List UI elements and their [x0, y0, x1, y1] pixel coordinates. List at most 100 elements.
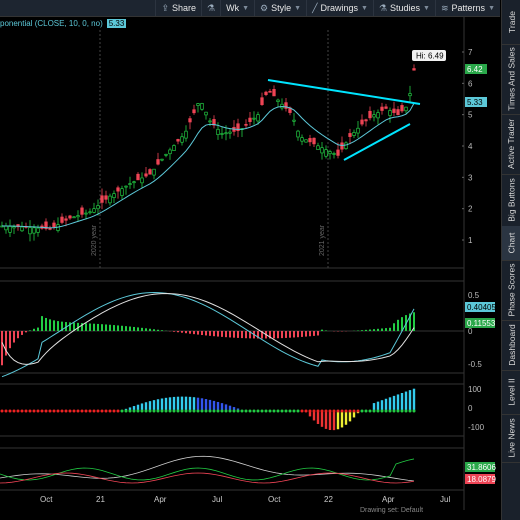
tab-dashboard[interactable]: Dashboard	[502, 320, 520, 371]
candle-body	[108, 195, 112, 204]
timeframe-button[interactable]: Wk ▼	[220, 0, 254, 16]
macd-hist-bar	[225, 331, 227, 338]
macd-hist-bar	[365, 329, 367, 331]
macd-hist-bar	[293, 331, 295, 338]
candle-body	[268, 90, 272, 93]
osc-bar	[396, 394, 400, 411]
price-ytick: 6	[468, 79, 473, 88]
osc-dot	[376, 409, 380, 413]
flask-icon: ⚗	[207, 2, 216, 13]
oscillator-histogram	[120, 388, 416, 431]
osc-dot	[168, 409, 172, 413]
macd-hist-bar	[77, 322, 79, 331]
osc-dot	[48, 409, 52, 413]
osc-bar	[184, 396, 188, 411]
osc-dot	[104, 409, 108, 413]
tab-chart[interactable]: Chart	[502, 226, 520, 261]
indicator-badge-red: 18.0879	[465, 474, 496, 484]
osc-dot	[76, 409, 80, 413]
macd-hist-bar	[181, 331, 183, 333]
macd-hist-bar	[393, 323, 395, 331]
candles	[0, 64, 416, 242]
candle-body	[196, 103, 200, 106]
trendline-upper[interactable]	[267, 79, 421, 105]
macd-hist-bar	[321, 329, 323, 331]
osc-bar	[180, 396, 184, 411]
tab-live-news[interactable]: Live News	[502, 414, 520, 463]
osc-bar	[136, 404, 140, 411]
osc-dot	[40, 409, 44, 413]
macd-hist-bar	[197, 331, 199, 335]
macd-hist-bar	[21, 331, 23, 335]
macd-signal-badge: 0.11553	[465, 318, 496, 328]
flask-button[interactable]: ⚗	[201, 0, 220, 16]
osc-dot	[152, 409, 156, 413]
osc-dot	[92, 409, 96, 413]
style-button[interactable]: ⚙ Style ▼	[254, 0, 306, 16]
osc-bar	[212, 400, 216, 411]
candle-body	[144, 173, 148, 177]
osc-dot	[0, 409, 4, 413]
osc-bar	[400, 393, 404, 411]
studies-label: Studies	[390, 3, 421, 13]
osc-dot	[232, 409, 236, 413]
osc-dot	[384, 409, 388, 413]
tab-big-buttons[interactable]: Big Buttons	[502, 174, 520, 227]
candle-body	[368, 110, 372, 119]
candle-body	[120, 188, 124, 196]
tab-active-trader[interactable]: Active Trader	[502, 114, 520, 175]
chevron-down-icon: ▼	[423, 4, 430, 12]
macd-hist-bar	[237, 331, 239, 338]
tab-phase-scores[interactable]: Phase Scores	[502, 260, 520, 321]
candle-body	[408, 93, 412, 97]
tab-times-and-sales[interactable]: Times And Sales	[502, 44, 520, 115]
candle-body	[204, 111, 208, 116]
candle-body	[132, 181, 136, 184]
macd-hist-bar	[285, 331, 287, 338]
candle-body	[180, 136, 184, 143]
osc-dot	[276, 409, 280, 413]
candle-body	[364, 119, 368, 122]
osc-bar	[152, 400, 156, 411]
drawings-button[interactable]: ╱ Drawings ▼	[306, 0, 373, 16]
macd-hist-bar	[101, 324, 103, 331]
osc-bar	[376, 401, 380, 411]
osc-dot	[320, 409, 324, 413]
macd-hist-bar	[221, 331, 223, 337]
candle-body	[328, 151, 332, 155]
macd-value-badge: 0.40405	[465, 302, 496, 312]
candle-body	[256, 114, 260, 122]
tab-trade[interactable]: Trade	[502, 0, 520, 45]
osc-dot	[248, 409, 252, 413]
x-label-21: 21	[96, 495, 105, 504]
osc-bar	[388, 397, 392, 411]
macd-hist-bar	[257, 331, 259, 339]
osc-dot	[108, 409, 112, 413]
macd-hist-bar	[9, 331, 11, 349]
trendline-lower[interactable]	[343, 123, 411, 161]
osc-dot	[144, 409, 148, 413]
osc-dot	[368, 409, 372, 413]
candle-body	[192, 109, 196, 114]
tab-level-ii[interactable]: Level II	[502, 370, 520, 415]
osc-bar	[232, 407, 236, 411]
osc-bar	[336, 411, 340, 430]
osc-dot	[200, 409, 204, 413]
osc-bar	[200, 398, 204, 411]
macd-hist-bar	[137, 327, 139, 331]
studies-button[interactable]: ⚗ Studies ▼	[372, 0, 435, 16]
osc-dot	[352, 409, 356, 413]
candle-body	[264, 91, 268, 95]
candle-body	[212, 119, 216, 126]
patterns-button[interactable]: ≋ Patterns ▼	[434, 0, 500, 16]
osc-bar	[140, 403, 144, 411]
share-button[interactable]: ⇪ Share	[155, 0, 201, 16]
candle-body	[200, 103, 204, 110]
candle-body	[332, 153, 336, 155]
patterns-icon: ≋	[440, 2, 449, 13]
osc-dot	[28, 409, 32, 413]
candle-body	[136, 173, 140, 181]
candle-body	[400, 105, 404, 112]
